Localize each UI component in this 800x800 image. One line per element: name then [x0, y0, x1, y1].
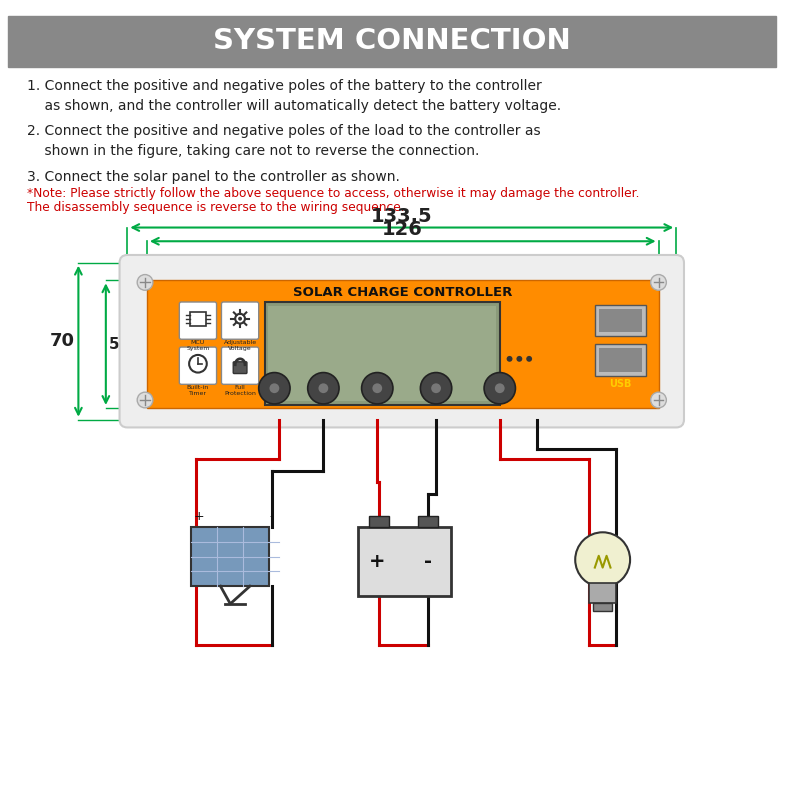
- Circle shape: [431, 383, 441, 393]
- Text: Built-in
Timer: Built-in Timer: [187, 386, 209, 396]
- Circle shape: [258, 373, 290, 404]
- Bar: [598, 309, 642, 332]
- Bar: [191, 527, 270, 586]
- Bar: [358, 527, 450, 596]
- Bar: [370, 516, 389, 527]
- Text: Full
Protection: Full Protection: [224, 386, 256, 396]
- Circle shape: [484, 373, 515, 404]
- Circle shape: [575, 532, 630, 587]
- Bar: [190, 312, 206, 326]
- Bar: [265, 302, 500, 405]
- Bar: [269, 306, 496, 401]
- Circle shape: [495, 383, 505, 393]
- FancyBboxPatch shape: [222, 347, 258, 384]
- Bar: [595, 344, 646, 375]
- Text: 2. Connect the positive and negative poles of the load to the controller as
    : 2. Connect the positive and negative pol…: [27, 124, 541, 158]
- Text: 3. Connect the solar panel to the controller as shown.: 3. Connect the solar panel to the contro…: [27, 170, 400, 184]
- Circle shape: [362, 373, 393, 404]
- Circle shape: [270, 383, 279, 393]
- Text: SOLAR CHARGE CONTROLLER: SOLAR CHARGE CONTROLLER: [293, 286, 513, 298]
- Bar: [589, 583, 616, 603]
- Circle shape: [238, 317, 242, 321]
- Text: -: -: [269, 510, 274, 523]
- Text: Adjustable
Voltage: Adjustable Voltage: [223, 340, 257, 351]
- Text: *Note: Please strictly follow the above sequence to access, otherwise it may dam: *Note: Please strictly follow the above …: [27, 187, 640, 200]
- Text: 126: 126: [382, 220, 422, 239]
- Text: SYSTEM CONNECTION: SYSTEM CONNECTION: [213, 27, 571, 55]
- Circle shape: [650, 274, 666, 290]
- Bar: [418, 516, 438, 527]
- Circle shape: [506, 356, 513, 362]
- Text: 50.5: 50.5: [109, 337, 146, 352]
- Circle shape: [517, 356, 522, 362]
- Text: +: +: [369, 552, 386, 571]
- Text: 133.5: 133.5: [371, 206, 433, 226]
- Circle shape: [420, 373, 452, 404]
- Circle shape: [318, 383, 328, 393]
- FancyBboxPatch shape: [179, 347, 217, 384]
- Bar: [8, 16, 776, 67]
- FancyBboxPatch shape: [179, 302, 217, 339]
- Circle shape: [650, 392, 666, 408]
- Text: +: +: [194, 510, 204, 523]
- Circle shape: [526, 356, 532, 362]
- Bar: [595, 305, 646, 336]
- Circle shape: [137, 274, 153, 290]
- Text: -: -: [424, 552, 432, 571]
- Text: 1. Connect the positive and negative poles of the battery to the controller
    : 1. Connect the positive and negative pol…: [27, 78, 562, 113]
- Bar: [147, 281, 658, 408]
- FancyBboxPatch shape: [234, 362, 247, 374]
- Circle shape: [137, 392, 153, 408]
- Bar: [598, 348, 642, 371]
- FancyBboxPatch shape: [119, 255, 684, 427]
- Text: 70: 70: [50, 332, 74, 350]
- Bar: [593, 603, 613, 610]
- Text: USB: USB: [609, 379, 631, 390]
- Text: MCU
System: MCU System: [186, 340, 210, 351]
- Text: The disassembly sequence is reverse to the wiring sequence.: The disassembly sequence is reverse to t…: [27, 201, 405, 214]
- Circle shape: [372, 383, 382, 393]
- FancyBboxPatch shape: [222, 302, 258, 339]
- Circle shape: [308, 373, 339, 404]
